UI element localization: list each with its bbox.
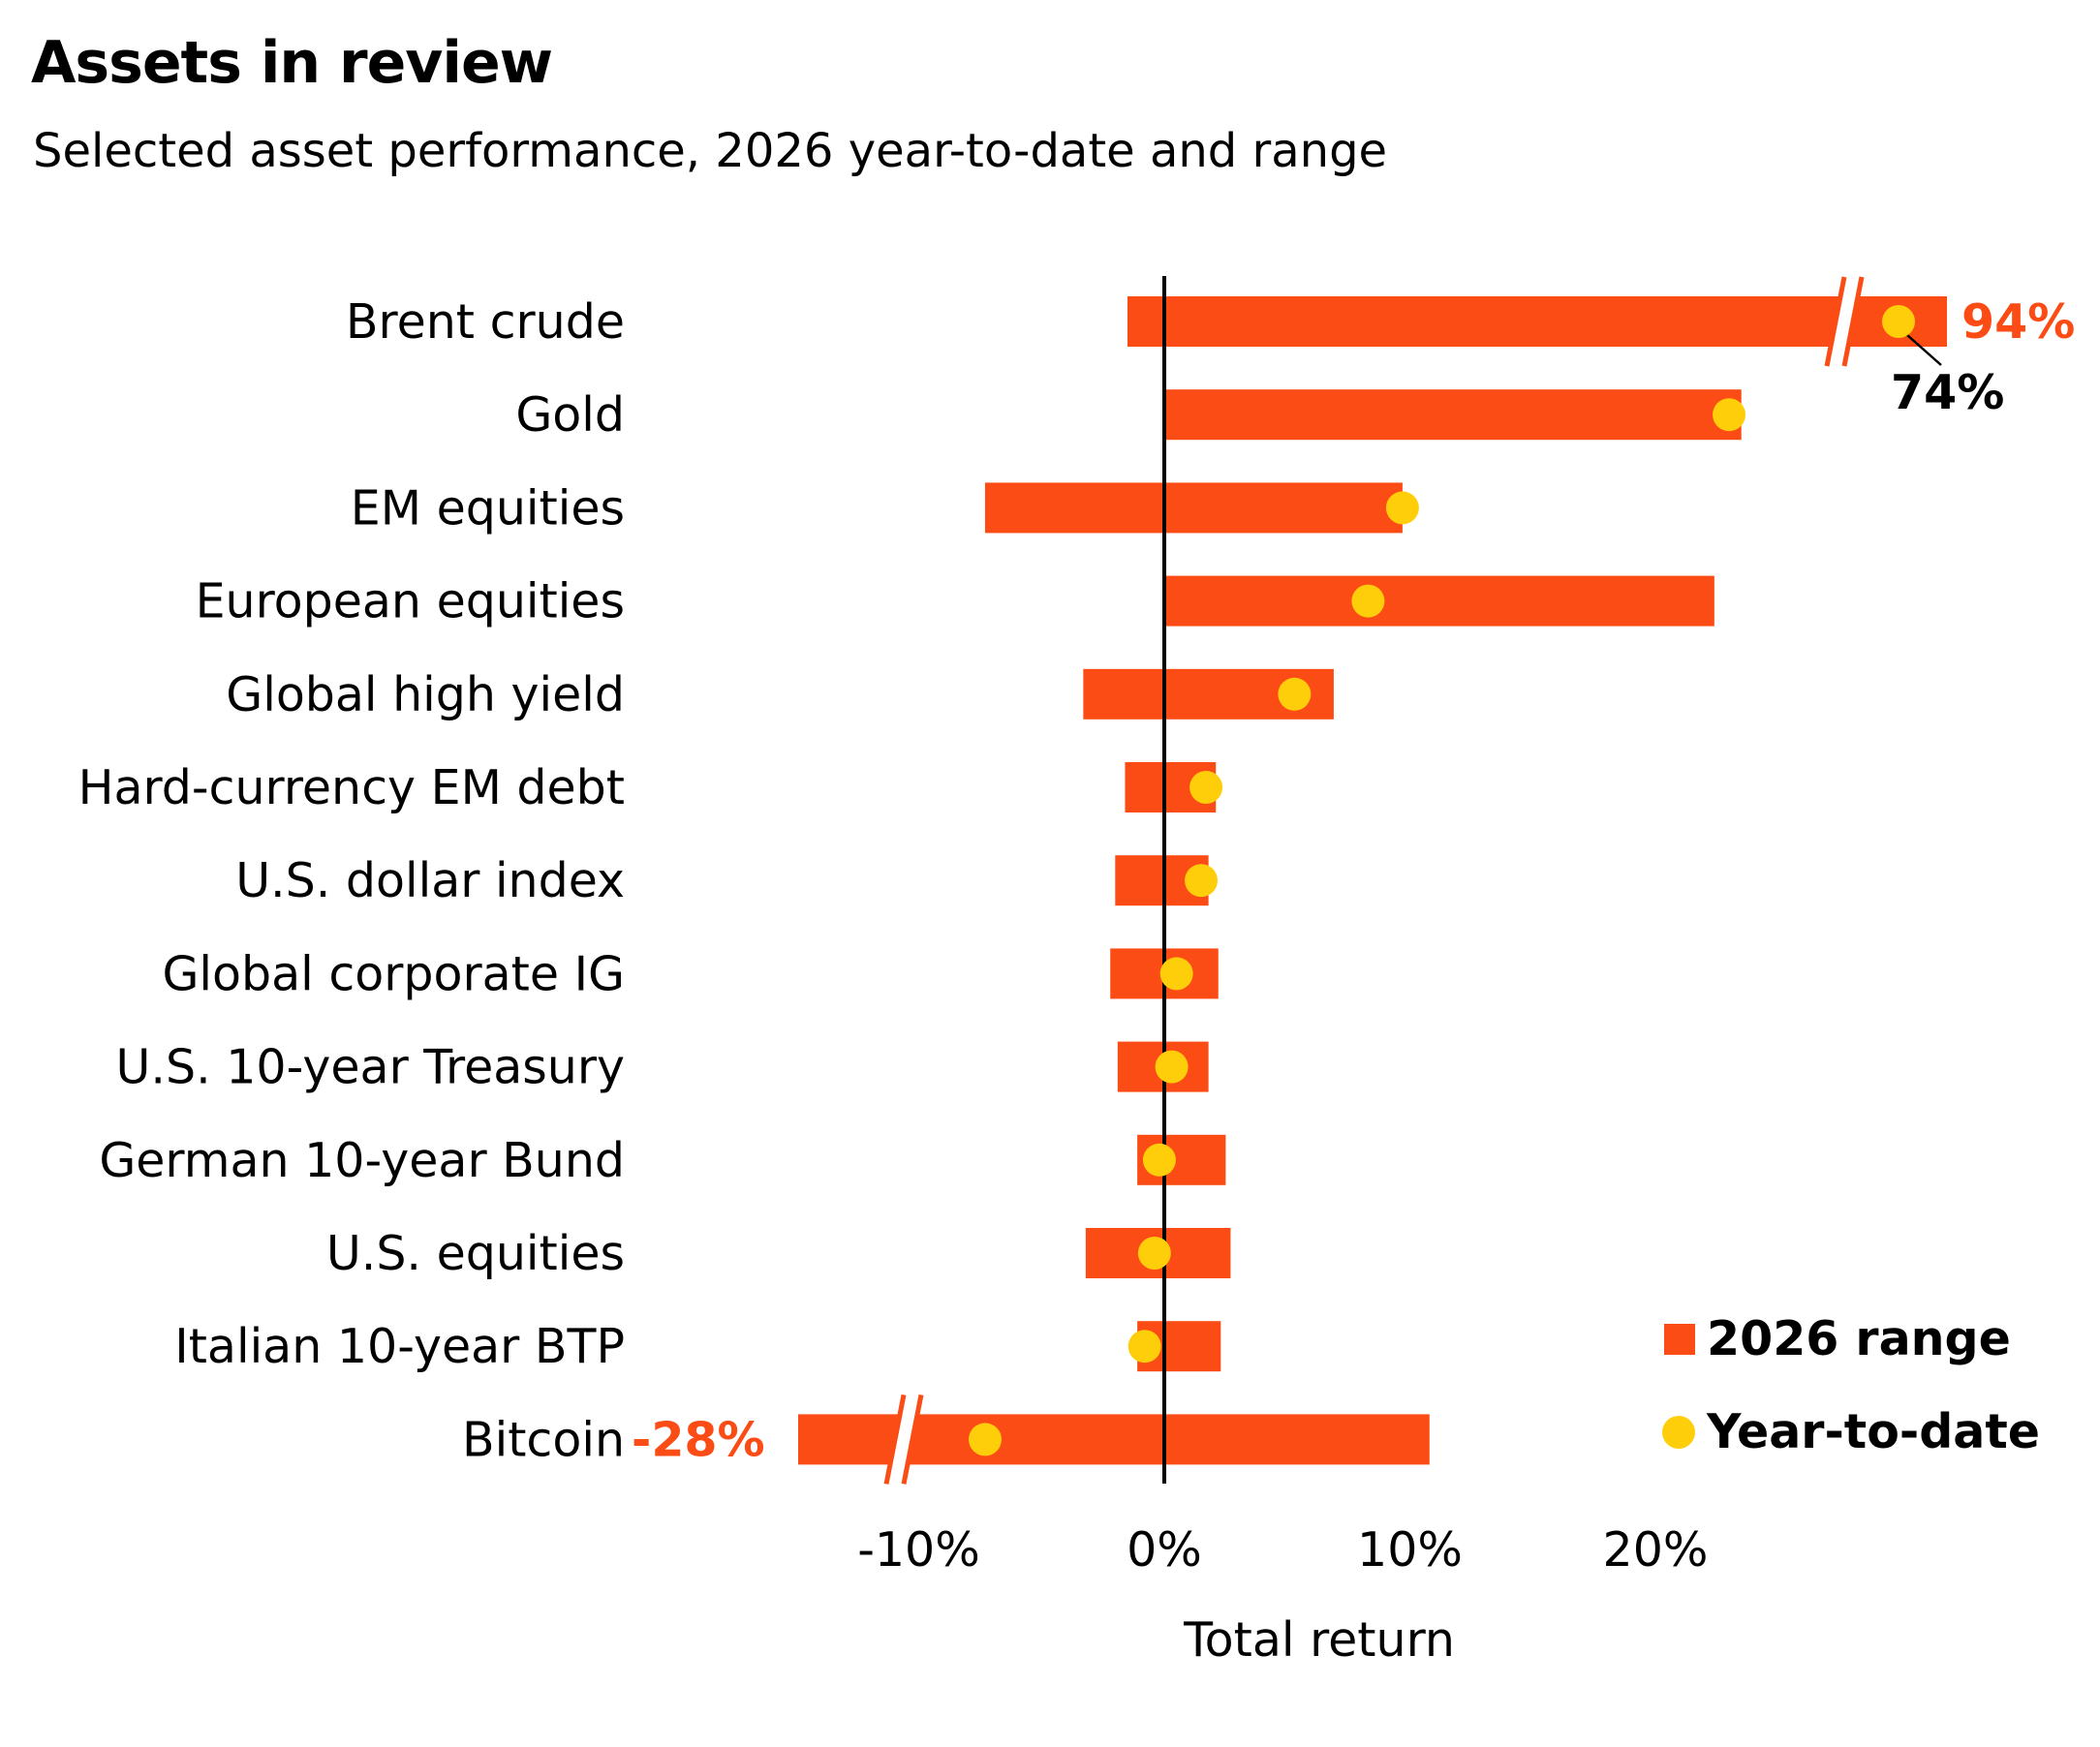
chart-subtitle: Selected asset performance, 2026 year-to… — [33, 124, 1388, 178]
ytd-dot — [1137, 1237, 1171, 1270]
axis-break-slash — [901, 1394, 924, 1485]
x-tick-label: -10% — [857, 1522, 980, 1578]
ytd-dot — [969, 1423, 1002, 1456]
x-axis-title: Total return — [1183, 1612, 1455, 1668]
ytd-dots — [969, 305, 1915, 1456]
range-bar — [984, 482, 1403, 534]
axis-break-slash — [883, 1394, 907, 1485]
legend-label-ytd: Year-to-date — [1706, 1404, 2040, 1459]
x-tick-label: 20% — [1603, 1522, 1709, 1578]
x-tick-label: 10% — [1357, 1522, 1463, 1578]
category-label: U.S. 10-year Treasury — [116, 1040, 625, 1095]
category-label: EM equities — [351, 480, 625, 536]
category-label: Hard-currency EM debt — [78, 760, 625, 815]
ytd-dot — [1185, 864, 1219, 898]
legend-swatch-ytd — [1662, 1416, 1695, 1449]
range-bar — [1127, 296, 1947, 347]
ytd-dot — [1127, 1330, 1161, 1364]
axis-break-slash — [1841, 276, 1865, 367]
axis-break-slash — [1824, 276, 1847, 367]
category-label: U.S. dollar index — [235, 853, 625, 908]
legend-swatch-range — [1664, 1324, 1695, 1355]
ytd-dot — [1278, 677, 1312, 711]
ytd-dot — [1385, 491, 1419, 525]
axis-breaks — [883, 276, 1865, 1485]
category-label: Italian 10-year BTP — [174, 1319, 625, 1374]
legend: 2026 range Year-to-date — [1662, 1311, 2040, 1459]
category-label: German 10-year Bund — [99, 1133, 625, 1188]
category-label: U.S. equities — [326, 1226, 625, 1281]
max-value-label: 94% — [1961, 294, 2075, 350]
category-label: European equities — [196, 574, 625, 629]
annotations: 94% 74% -28% — [632, 294, 2075, 1467]
range-bars — [798, 296, 1947, 1465]
ytd-dot — [1189, 771, 1223, 804]
legend-label-range: 2026 range — [1707, 1311, 2011, 1366]
axis-break-gap — [886, 1395, 921, 1485]
x-tick-label: 0% — [1127, 1522, 1202, 1578]
ytd-dot — [1159, 957, 1193, 991]
ytd-dot — [1713, 398, 1746, 432]
category-label: Global corporate IG — [162, 946, 625, 1001]
category-label: Brent crude — [346, 294, 625, 350]
category-label: Bitcoin — [462, 1412, 625, 1467]
category-label: Global high yield — [226, 667, 625, 722]
chart-title: Assets in review — [31, 29, 553, 97]
range-bar — [1164, 389, 1742, 441]
category-labels: Brent crude Gold EM equities European equit… — [78, 294, 625, 1467]
range-bar — [1164, 575, 1714, 627]
category-label: Gold — [515, 387, 625, 443]
ytd-value-label: 74% — [1891, 365, 2004, 420]
ytd-dot — [1351, 584, 1385, 618]
min-value-label: -28% — [632, 1412, 765, 1467]
x-axis-ticks: -10% 0% 10% 20% — [857, 1522, 1708, 1578]
axis-break-gap — [1827, 277, 1862, 366]
ytd-dot — [1155, 1050, 1189, 1084]
ytd-dot — [1882, 305, 1915, 338]
ytd-dot — [1142, 1143, 1176, 1177]
